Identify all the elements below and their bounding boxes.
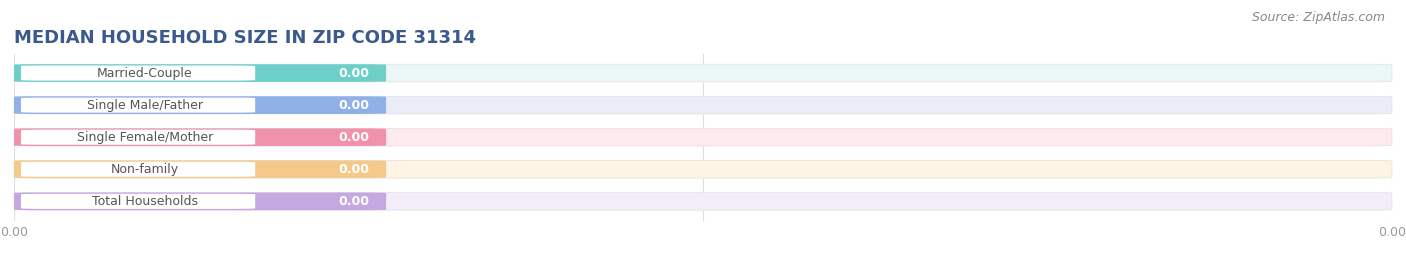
FancyBboxPatch shape [21, 66, 256, 81]
FancyBboxPatch shape [21, 130, 256, 145]
FancyBboxPatch shape [14, 96, 1392, 114]
Text: Single Male/Father: Single Male/Father [87, 99, 202, 112]
FancyBboxPatch shape [14, 96, 387, 114]
Text: 0.00: 0.00 [339, 195, 370, 208]
FancyBboxPatch shape [21, 162, 256, 177]
FancyBboxPatch shape [14, 193, 1392, 210]
Text: Single Female/Mother: Single Female/Mother [77, 131, 214, 144]
Text: Total Households: Total Households [91, 195, 198, 208]
Text: Source: ZipAtlas.com: Source: ZipAtlas.com [1251, 11, 1385, 24]
FancyBboxPatch shape [14, 64, 387, 82]
FancyBboxPatch shape [21, 98, 256, 113]
FancyBboxPatch shape [14, 160, 1392, 178]
Text: 0.00: 0.00 [339, 131, 370, 144]
FancyBboxPatch shape [14, 160, 387, 178]
FancyBboxPatch shape [14, 64, 1392, 82]
FancyBboxPatch shape [14, 128, 387, 146]
Text: 0.00: 0.00 [339, 66, 370, 80]
Text: 0.00: 0.00 [339, 163, 370, 176]
Text: MEDIAN HOUSEHOLD SIZE IN ZIP CODE 31314: MEDIAN HOUSEHOLD SIZE IN ZIP CODE 31314 [14, 29, 477, 47]
Text: Non-family: Non-family [111, 163, 179, 176]
Text: Married-Couple: Married-Couple [97, 66, 193, 80]
FancyBboxPatch shape [14, 193, 387, 210]
FancyBboxPatch shape [14, 128, 1392, 146]
Text: 0.00: 0.00 [339, 99, 370, 112]
FancyBboxPatch shape [21, 194, 256, 209]
